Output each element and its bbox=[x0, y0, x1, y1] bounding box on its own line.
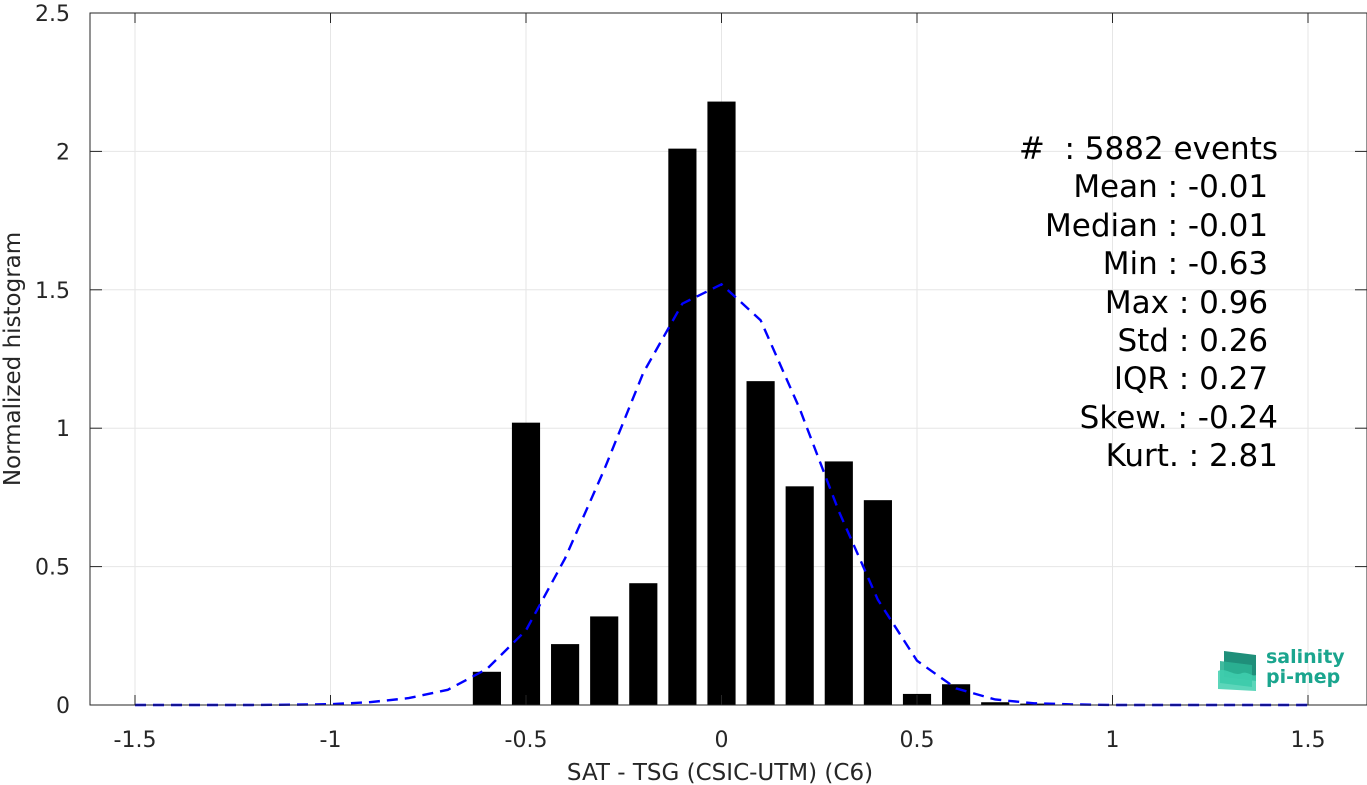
y-tick-label: 2.5 bbox=[35, 2, 70, 27]
salinity-pimep-logo: salinity pi-mep bbox=[1216, 645, 1346, 695]
x-tick-label: 0 bbox=[715, 728, 729, 753]
histogram-bar bbox=[824, 461, 853, 705]
x-axis-label: SAT - TSG (CSIC-UTM) (C6) bbox=[567, 760, 873, 785]
y-tick-label: 0.5 bbox=[35, 556, 70, 581]
histogram-bar bbox=[942, 684, 971, 705]
y-tick-label: 2 bbox=[56, 140, 70, 165]
x-tick-label: -1.5 bbox=[114, 728, 157, 753]
gaussian-fit-curve bbox=[135, 282, 1308, 707]
stat-line: Skew. : -0.24 bbox=[1079, 399, 1278, 436]
histogram-bar bbox=[863, 500, 892, 705]
y-tick-label: 0 bbox=[56, 694, 70, 719]
histogram-bar bbox=[472, 671, 501, 705]
x-tick-label: -0.5 bbox=[505, 728, 548, 753]
axis-ticks: -1.5 -1 -0.5 0 0.5 1 1.5 0 0.5 1 1.5 2 2.5 bbox=[35, 2, 1367, 753]
stat-line: Kurt. : 2.81 bbox=[1105, 438, 1278, 475]
x-tick-label: 1 bbox=[1106, 728, 1120, 753]
y-tick-label: 1 bbox=[56, 417, 70, 442]
stat-line: IQR : 0.27 bbox=[1113, 361, 1278, 398]
histogram-bar bbox=[511, 422, 541, 705]
histogram-bar bbox=[668, 148, 697, 705]
stat-line: Max : 0.96 bbox=[1104, 284, 1278, 321]
y-tick-label: 1.5 bbox=[35, 279, 70, 304]
histogram-bar bbox=[629, 583, 658, 705]
histogram-bar bbox=[590, 616, 619, 705]
logo-line-1: salinity bbox=[1266, 646, 1345, 668]
wave-logo-icon bbox=[1218, 651, 1256, 691]
y-axis-label: Normalized histogram bbox=[0, 232, 26, 486]
x-tick-label: 0.5 bbox=[900, 728, 935, 753]
histogram-bar bbox=[707, 101, 736, 706]
stat-line: Std : 0.26 bbox=[1117, 323, 1278, 360]
histogram-bar bbox=[551, 644, 580, 705]
histogram-bars bbox=[472, 101, 1049, 706]
histogram-bar bbox=[746, 381, 775, 705]
histogram-bar bbox=[785, 486, 814, 705]
stat-line: Median : -0.01 bbox=[1045, 207, 1278, 244]
stat-line: # : 5882 events bbox=[1018, 131, 1278, 167]
plot-box bbox=[89, 12, 1367, 706]
x-tick-label: 1.5 bbox=[1291, 728, 1326, 753]
stat-line: Min : -0.63 bbox=[1102, 246, 1278, 283]
histogram-bar bbox=[981, 702, 1010, 705]
stat-line: Mean : -0.01 bbox=[1073, 169, 1278, 206]
logo-line-2: pi-mep bbox=[1266, 666, 1341, 688]
x-tick-label: -1 bbox=[320, 728, 342, 753]
statistics-panel: # : 5882 events Mean : -0.01 Median : -0.… bbox=[1019, 130, 1278, 476]
